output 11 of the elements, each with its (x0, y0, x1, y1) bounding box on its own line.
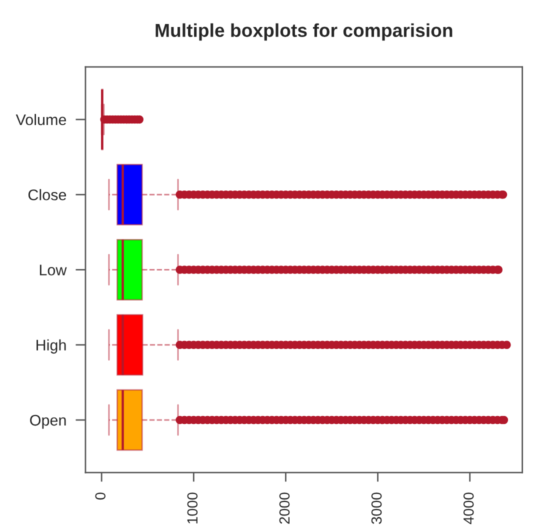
y-tick-label: High (36, 339, 66, 354)
y-tick-label: Open (30, 414, 66, 429)
x-tick-label: 3000 (371, 492, 382, 524)
chart-title: Multiple boxplots for comparision (156, 23, 452, 41)
y-tick-label: Low (40, 264, 67, 276)
x-tick-label: 2000 (279, 492, 290, 524)
x-tick-label: 4000 (463, 492, 474, 524)
x-tick-label: 0 (95, 492, 106, 500)
y-tick-label: Close (28, 189, 66, 200)
y-tick-label: Volume (16, 114, 66, 126)
x-tick-label: 1000 (187, 492, 198, 524)
